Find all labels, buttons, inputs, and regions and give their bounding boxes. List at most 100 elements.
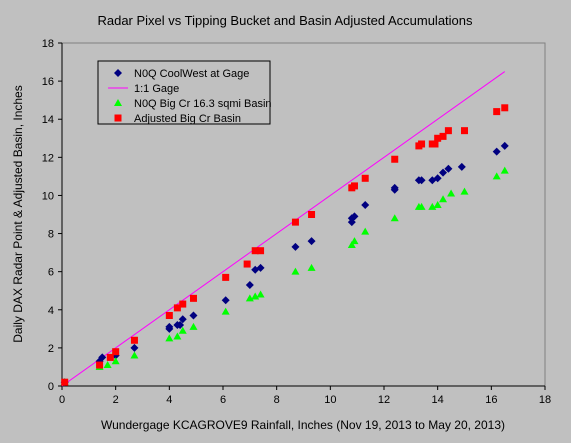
x-tick-label: 14 bbox=[432, 394, 444, 406]
data-point-n0q-coolwest bbox=[500, 141, 509, 150]
legend-label: Adjusted Big Cr Basin bbox=[134, 113, 241, 125]
data-point-adjusted-big-cr bbox=[461, 127, 468, 135]
data-point-adjusted-big-cr bbox=[501, 104, 509, 112]
data-point-adjusted-big-cr bbox=[391, 155, 399, 163]
x-tick-label: 16 bbox=[485, 394, 497, 406]
series-line-1-1-gage bbox=[61, 71, 506, 387]
data-point-n0q-coolwest bbox=[165, 322, 174, 331]
y-tick-label: 2 bbox=[48, 343, 54, 355]
data-point-n0q-coolwest bbox=[221, 296, 230, 305]
data-point-adjusted-big-cr bbox=[257, 247, 265, 255]
data-point-n0q-coolwest bbox=[189, 311, 198, 320]
data-point-n0q-coolwest bbox=[98, 353, 107, 362]
x-tick-label: 18 bbox=[539, 394, 551, 406]
chart-title: Radar Pixel vs Tipping Bucket and Basin … bbox=[97, 13, 473, 28]
data-point-n0q-big-cr-basin bbox=[428, 202, 437, 210]
data-point-adjusted-big-cr bbox=[222, 273, 230, 281]
data-point-n0q-coolwest bbox=[433, 174, 442, 183]
data-point-adjusted-big-cr bbox=[173, 304, 181, 312]
x-tick-label: 10 bbox=[324, 394, 336, 406]
data-point-n0q-big-cr-basin bbox=[173, 332, 182, 340]
data-point-adjusted-big-cr bbox=[165, 311, 173, 319]
axis-ticks: 0 2 4 6 8 10 12 14 16 18 0 2 4 6 8 10 12 14 16 18 bbox=[42, 38, 551, 406]
data-point-n0q-coolwest bbox=[176, 321, 185, 330]
data-point-n0q-big-cr-basin bbox=[189, 322, 198, 330]
data-point-n0q-big-cr-basin bbox=[251, 292, 260, 300]
x-tick-label: 6 bbox=[220, 394, 226, 406]
data-point-n0q-big-cr-basin bbox=[221, 307, 230, 315]
data-point-n0q-big-cr-basin bbox=[417, 202, 426, 210]
x-tick-label: 12 bbox=[378, 394, 390, 406]
data-point-n0q-big-cr-basin bbox=[245, 294, 254, 302]
legend: N0Q CoolWest at Gage 1:1 Gage N0Q Big Cr 1… bbox=[97, 60, 272, 125]
data-point-n0q-big-cr-basin bbox=[347, 240, 356, 248]
x-tick-label: 8 bbox=[274, 394, 280, 406]
data-point-n0q-big-cr-basin bbox=[447, 189, 456, 197]
data-point-n0q-coolwest bbox=[245, 281, 254, 290]
data-point-n0q-big-cr-basin bbox=[361, 227, 370, 235]
data-point-adjusted-big-cr bbox=[493, 108, 501, 116]
data-point-adjusted-big-cr bbox=[130, 336, 138, 344]
data-point-n0q-coolwest bbox=[251, 265, 260, 274]
data-point-n0q-big-cr-basin bbox=[350, 237, 359, 245]
legend-label: N0Q CoolWest at Gage bbox=[134, 68, 249, 80]
y-tick-label: 18 bbox=[42, 38, 54, 50]
data-point-n0q-coolwest bbox=[390, 183, 399, 192]
data-point-adjusted-big-cr bbox=[418, 140, 426, 148]
x-tick-label: 4 bbox=[166, 394, 172, 406]
data-point-n0q-coolwest bbox=[291, 242, 300, 251]
data-point-n0q-big-cr-basin bbox=[390, 214, 399, 222]
data-point-adjusted-big-cr bbox=[434, 134, 442, 142]
data-point-adjusted-big-cr bbox=[106, 353, 114, 361]
legend-label: N0Q Big Cr 16.3 sqmi Basin bbox=[134, 98, 272, 110]
data-point-n0q-coolwest bbox=[256, 263, 265, 272]
data-point-n0q-big-cr-basin bbox=[111, 357, 120, 365]
x-tick-label: 2 bbox=[113, 394, 119, 406]
data-point-n0q-coolwest bbox=[457, 162, 466, 171]
y-tick-label: 14 bbox=[42, 114, 54, 126]
y-tick-label: 6 bbox=[48, 267, 54, 279]
data-point-adjusted-big-cr bbox=[308, 211, 316, 218]
data-point-adjusted-big-cr bbox=[350, 182, 358, 190]
data-point-adjusted-big-cr bbox=[251, 247, 259, 255]
legend-swatch-triangle bbox=[114, 99, 122, 106]
legend-items: N0Q CoolWest at Gage 1:1 Gage N0Q Big Cr 1… bbox=[108, 68, 272, 125]
x-tick-label: 0 bbox=[59, 394, 65, 406]
data-point-n0q-big-cr-basin bbox=[165, 334, 174, 342]
data-point-adjusted-big-cr bbox=[431, 140, 439, 148]
data-point-n0q-big-cr-basin bbox=[500, 166, 509, 174]
data-point-adjusted-big-cr bbox=[439, 132, 447, 140]
y-tick-label: 0 bbox=[48, 381, 54, 393]
y-tick-label: 10 bbox=[42, 190, 54, 202]
y-axis-label: Daily DAX Radar Point & Adjusted Basin, … bbox=[11, 85, 25, 342]
data-point-n0q-coolwest bbox=[307, 237, 316, 246]
data-point-n0q-coolwest bbox=[492, 147, 501, 156]
data-point-adjusted-big-cr bbox=[243, 260, 251, 268]
data-point-n0q-coolwest bbox=[350, 212, 359, 221]
y-tick-label: 16 bbox=[42, 76, 54, 88]
data-point-n0q-coolwest bbox=[439, 168, 448, 177]
data-point-n0q-big-cr-basin bbox=[433, 200, 442, 208]
legend-swatch-square bbox=[114, 114, 122, 122]
data-point-n0q-big-cr-basin bbox=[256, 290, 265, 298]
y-tick-label: 4 bbox=[48, 305, 54, 317]
data-point-n0q-big-cr-basin bbox=[307, 263, 316, 271]
data-point-adjusted-big-cr bbox=[189, 294, 197, 302]
y-tick-label: 12 bbox=[42, 152, 54, 164]
y-tick-label: 8 bbox=[48, 229, 54, 241]
legend-label: 1:1 Gage bbox=[134, 83, 179, 95]
legend-swatch-diamond bbox=[114, 69, 122, 77]
data-point-n0q-coolwest bbox=[361, 200, 370, 209]
data-point-n0q-big-cr-basin bbox=[178, 326, 187, 334]
data-point-adjusted-big-cr bbox=[361, 174, 369, 182]
data-point-n0q-coolwest bbox=[417, 176, 426, 185]
data-point-n0q-big-cr-basin bbox=[130, 351, 139, 359]
data-point-n0q-big-cr-basin bbox=[103, 361, 112, 369]
data-point-adjusted-big-cr bbox=[96, 361, 104, 369]
data-point-adjusted-big-cr bbox=[291, 218, 299, 226]
data-point-n0q-coolwest bbox=[444, 164, 453, 173]
data-point-n0q-big-cr-basin bbox=[492, 172, 501, 180]
data-point-n0q-coolwest bbox=[178, 315, 187, 324]
